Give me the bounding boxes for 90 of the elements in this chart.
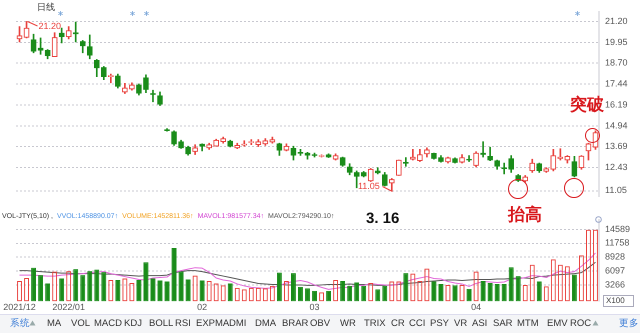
annotation: 11.05 (358, 180, 380, 191)
bar (403, 273, 408, 302)
text: EMV (547, 318, 568, 329)
text: EXPMA (196, 318, 230, 329)
candlestick (150, 90, 156, 102)
bar (326, 290, 332, 302)
bar (101, 272, 106, 302)
text: DMA (255, 318, 276, 329)
bar (73, 269, 78, 302)
bar (431, 281, 436, 302)
bar (466, 288, 472, 302)
bar (164, 281, 170, 302)
annotation: 3. 16 (366, 210, 400, 227)
bar (150, 278, 156, 302)
bar (361, 286, 366, 302)
bar (508, 267, 514, 302)
y-tick-label: 13.69 (605, 141, 628, 152)
y-tick-label: 17.44 (605, 78, 628, 89)
bar (143, 262, 148, 302)
annotation: 21.20 (38, 21, 62, 32)
x-tick-label: 2021/12 (3, 302, 36, 312)
annotation: 突破 (570, 95, 604, 114)
text: ASI (472, 318, 488, 329)
x-tick-label: 03 (310, 302, 320, 312)
text: 更多 (619, 318, 639, 329)
y-tick-label: 14589 (605, 224, 630, 234)
text: SAR (493, 318, 513, 329)
y-tick-label: 16.19 (605, 99, 628, 110)
bar (488, 282, 493, 302)
bar (38, 275, 44, 302)
text: MTM (517, 318, 539, 329)
bar (31, 268, 36, 302)
text: VR (454, 318, 468, 329)
bar (502, 284, 507, 302)
y-tick-label: 21.20 (605, 16, 628, 26)
text: ROC (570, 318, 592, 329)
bar (340, 280, 346, 302)
bar (452, 285, 458, 302)
candlestick (16, 26, 22, 42)
x-tick-label: 04 (471, 302, 482, 312)
bar (480, 280, 486, 302)
text: DMI (229, 318, 246, 329)
y-tick-label: 8928 (605, 252, 626, 262)
text: MACD (94, 318, 122, 329)
x-tick-label: 2022/01 (52, 302, 85, 312)
bar (45, 283, 50, 302)
text: CCI (409, 318, 426, 329)
text: KDJ (124, 318, 142, 329)
y-tick-label: 12.43 (605, 162, 628, 172)
bar (347, 286, 352, 302)
y-tick-label: 3266 (605, 280, 626, 290)
bar (178, 272, 184, 302)
bar (172, 248, 176, 302)
bar (305, 288, 310, 302)
bar (298, 286, 303, 302)
bar (354, 282, 360, 302)
text: TRIX (364, 318, 386, 329)
bar (494, 284, 500, 302)
x-tick-label: 02 (197, 302, 208, 312)
annotation: 抬高 (508, 205, 542, 224)
y-tick-label: 14.94 (605, 120, 628, 130)
y-axis-title: X100 (603, 295, 634, 307)
bar (312, 290, 317, 302)
bar (276, 272, 282, 302)
text: 系统 (10, 318, 30, 329)
y-tick-label: 11758 (605, 238, 630, 248)
text: BRAR (282, 318, 308, 329)
bar (438, 284, 444, 302)
y-tick-label: 11.05 (605, 185, 627, 196)
text: CR (391, 318, 405, 329)
y-tick-label: 18.70 (605, 58, 628, 68)
text: MA (47, 318, 62, 329)
bar (59, 278, 64, 302)
bar (158, 280, 162, 302)
bar (136, 280, 142, 302)
bar (536, 281, 542, 302)
bar (115, 280, 120, 302)
bar (290, 273, 296, 302)
text: RSI (175, 318, 191, 329)
text: BOLL (149, 318, 174, 329)
y-tick-label: 6097 (605, 266, 626, 276)
chart-title: 日线 (37, 2, 55, 12)
text: WR (340, 318, 356, 329)
text: PSY (430, 318, 450, 329)
text: OBV (310, 318, 330, 329)
y-tick-label: 19.95 (605, 36, 628, 47)
text: VOL (71, 318, 90, 329)
bar (200, 280, 205, 302)
bar (572, 274, 577, 302)
bar (186, 280, 191, 302)
